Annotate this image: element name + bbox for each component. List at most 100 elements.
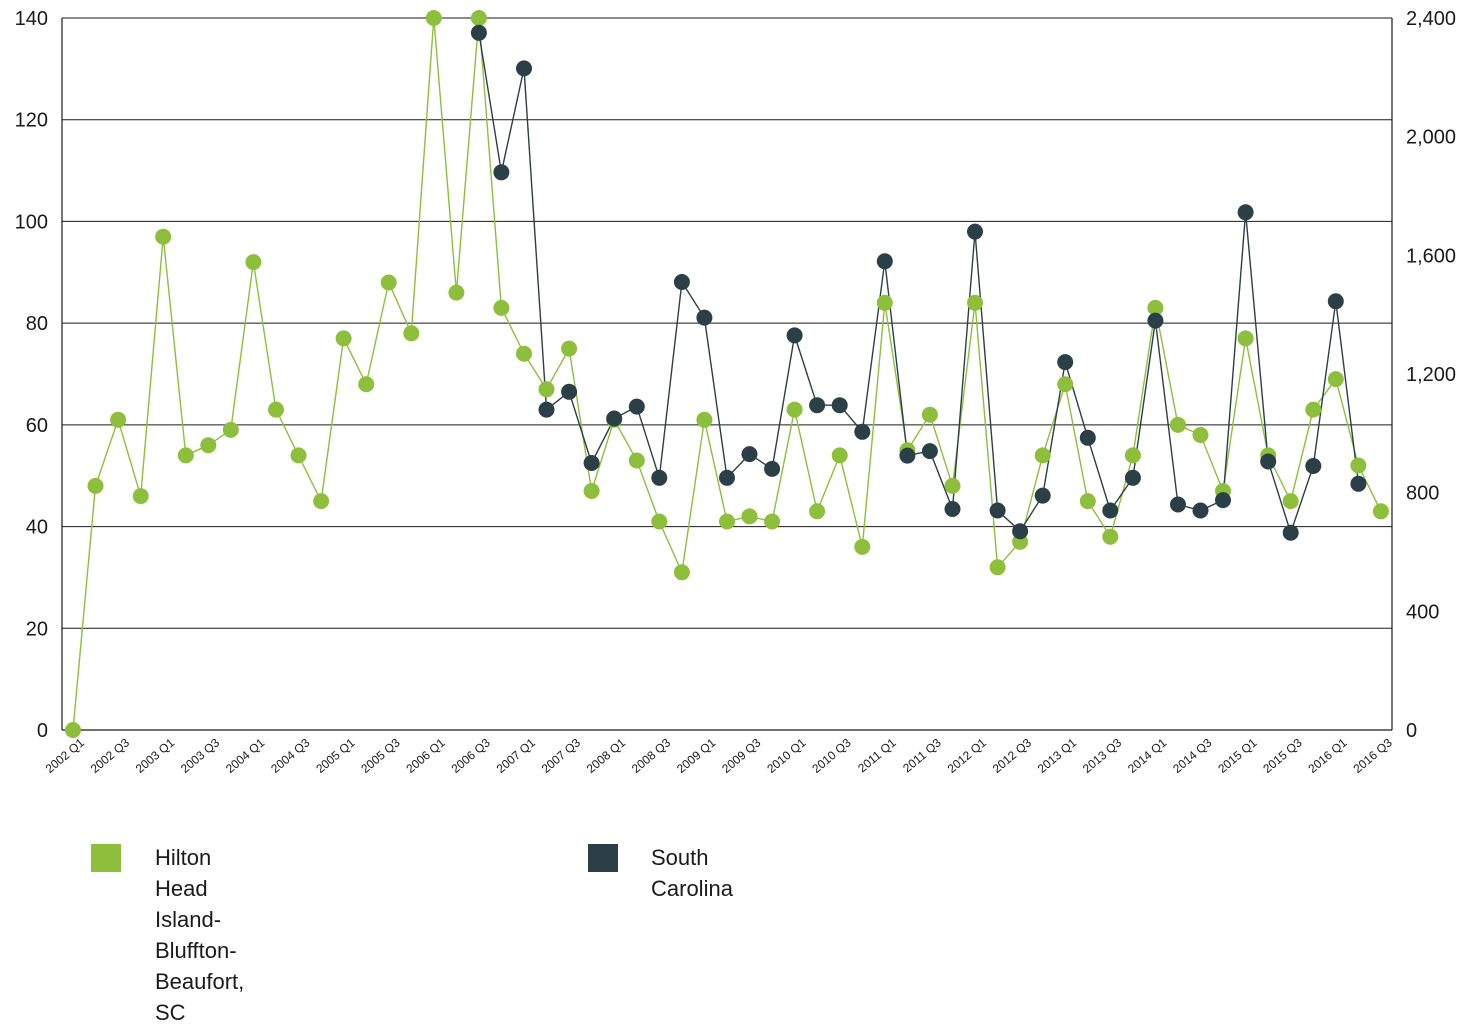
data-point-series-1 (899, 447, 916, 464)
data-point-series-0 (1305, 401, 1322, 418)
data-point-series-0 (245, 254, 262, 271)
data-point-series-0 (268, 401, 284, 418)
line-chart: 0 20 40 60 80 100 120 140 0 400 800 1,200 1,600 2,00… (15, 8, 1456, 776)
data-point-series-0 (764, 513, 781, 530)
data-point-series-0 (222, 421, 239, 438)
data-point-series-0 (1372, 503, 1389, 520)
data-point-series-0 (989, 559, 1006, 576)
data-point-series-0 (1327, 371, 1344, 388)
data-point-series-1 (719, 469, 735, 486)
y-right-tick-label: 1,200 (1406, 364, 1456, 386)
data-point-series-1 (1102, 502, 1119, 519)
y-left-tick-label: 40 (26, 517, 48, 539)
x-tick-label: 2016 Q3 (1351, 735, 1396, 776)
data-point-series-0 (673, 564, 690, 581)
data-point-series-1 (786, 327, 803, 344)
data-point-series-0 (786, 401, 803, 418)
gridlines (61, 17, 1393, 731)
data-point-series-0 (516, 345, 532, 362)
data-point-series-0 (854, 538, 871, 555)
data-point-series-0 (1350, 457, 1367, 474)
y-right-tick-label: 2,400 (1406, 8, 1456, 30)
series-line-1 (478, 32, 1360, 535)
legend-label-south-carolina: South Carolina (651, 845, 733, 901)
data-point-series-0 (493, 299, 510, 316)
x-tick-label: 2008 Q1 (584, 735, 629, 776)
data-point-series-1 (1327, 293, 1344, 310)
data-point-series-0 (967, 294, 983, 311)
data-point-series-0 (425, 10, 442, 26)
y-right-tick-label: 800 (1406, 483, 1439, 505)
data-point-series-0 (65, 722, 81, 738)
data-point-series-0 (944, 477, 961, 494)
x-tick-label: 2003 Q3 (178, 735, 223, 776)
data-point-series-1 (1350, 475, 1367, 492)
y-left-tick-label: 60 (26, 415, 48, 437)
data-point-series-1 (831, 397, 848, 414)
x-axis: 2002 Q1 2002 Q3 2003 Q1 2003 Q3 2004 Q1 2004 … (43, 735, 1395, 776)
data-point-series-1 (516, 60, 532, 77)
data-point-series-1 (741, 446, 758, 463)
x-tick-label: 2016 Q1 (1305, 735, 1350, 776)
data-point-series-1 (1057, 354, 1074, 371)
y-right-tick-label: 400 (1406, 601, 1439, 623)
data-point-series-1 (673, 274, 690, 290)
x-tick-label: 2007 Q1 (494, 735, 539, 776)
data-point-series-0 (1102, 528, 1119, 545)
data-point-series-1 (493, 164, 510, 181)
data-point-series-1 (606, 410, 623, 427)
data-point-series-0 (1192, 427, 1209, 443)
data-point-series-0 (87, 477, 104, 494)
data-point-series-0 (1170, 416, 1186, 433)
data-point-series-1 (989, 502, 1006, 519)
data-point-series-1 (651, 469, 668, 486)
data-point-series-1 (696, 309, 713, 326)
data-point-series-0 (313, 493, 330, 510)
data-point-series-0 (876, 294, 893, 311)
data-point-series-0 (741, 508, 758, 525)
data-point-series-0 (110, 411, 127, 428)
data-point-series-0 (1282, 493, 1299, 510)
x-tick-label: 2014 Q1 (1125, 735, 1170, 776)
x-tick-label: 2002 Q1 (43, 735, 88, 776)
legend-swatch-south-carolina (588, 844, 618, 872)
data-point-series-0 (583, 483, 600, 499)
x-tick-label: 2003 Q1 (133, 735, 178, 776)
data-point-series-0 (470, 10, 487, 26)
data-point-series-0 (358, 376, 375, 393)
y-left-tick-label: 0 (37, 720, 48, 742)
x-tick-label: 2010 Q3 (809, 735, 854, 776)
data-point-series-0 (628, 452, 645, 469)
y-left-tick-label: 20 (26, 618, 48, 640)
x-tick-label: 2010 Q1 (764, 735, 809, 776)
y-left-tick-label: 100 (15, 211, 48, 233)
x-tick-label: 2005 Q1 (313, 735, 358, 776)
data-point-series-0 (1079, 493, 1096, 510)
data-point-series-1 (1215, 492, 1231, 509)
data-point-series-0 (132, 488, 149, 505)
data-point-series-1 (1305, 458, 1322, 474)
x-tick-label: 2009 Q3 (719, 735, 764, 776)
x-tick-label: 2012 Q1 (945, 735, 990, 776)
data-point-series-0 (809, 503, 826, 520)
x-tick-label: 2013 Q1 (1035, 735, 1080, 776)
x-tick-label: 2004 Q3 (268, 735, 313, 776)
data-point-series-0 (335, 330, 352, 347)
data-point-series-1 (538, 401, 555, 418)
x-tick-label: 2008 Q3 (629, 735, 674, 776)
x-tick-label: 2015 Q3 (1260, 735, 1305, 776)
data-point-series-1 (1012, 523, 1029, 540)
data-point-series-0 (831, 447, 848, 464)
data-point-series-1 (470, 24, 487, 41)
series-lines (72, 17, 1382, 731)
y-left-tick-label: 140 (15, 8, 48, 30)
x-tick-label: 2005 Q3 (358, 735, 403, 776)
x-tick-label: 2002 Q3 (88, 735, 133, 776)
data-point-series-1 (1124, 469, 1141, 486)
data-point-series-0 (538, 381, 555, 398)
data-point-series-1 (1260, 453, 1277, 470)
data-point-series-0 (177, 447, 194, 464)
x-tick-label: 2013 Q3 (1080, 735, 1125, 776)
data-point-series-0 (1124, 447, 1141, 464)
y-left-tick-label: 80 (26, 313, 48, 335)
